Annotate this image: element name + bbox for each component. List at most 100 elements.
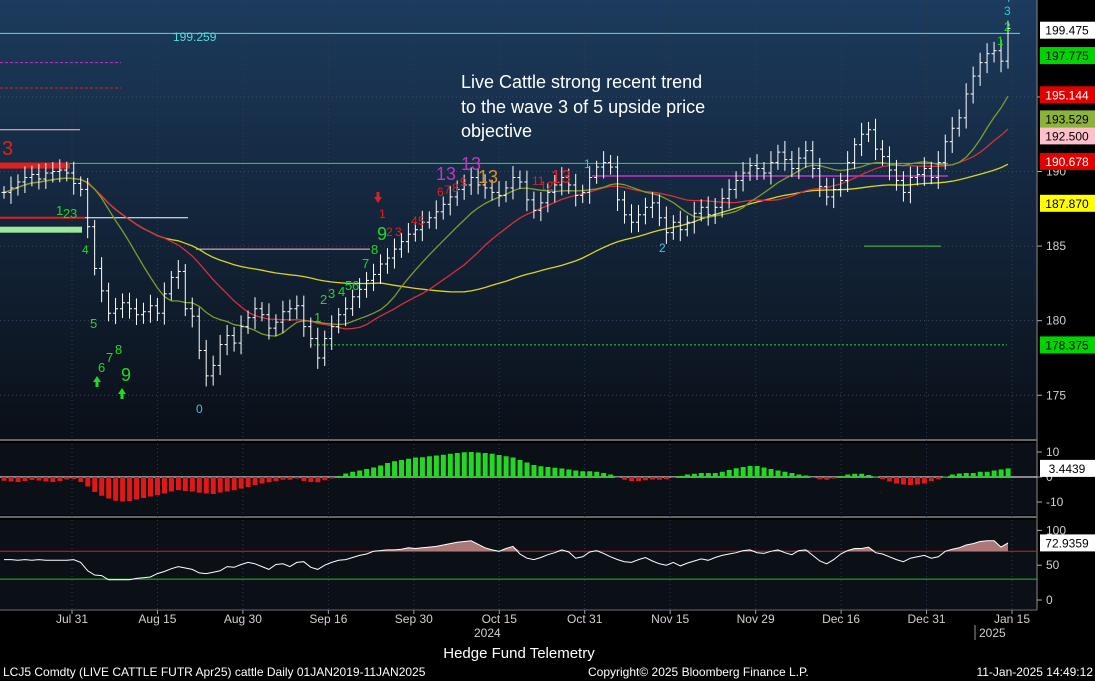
price-tick-label: 180 — [1046, 314, 1066, 328]
oscillator-bar — [538, 466, 544, 477]
price-label: 192.500 — [1045, 129, 1089, 143]
oscillator-bar — [343, 473, 349, 477]
oscillator-bar — [308, 477, 314, 482]
price-tick-label: 175 — [1046, 388, 1066, 402]
td-sequential-label: 5 — [418, 214, 425, 228]
oscillator-bar — [78, 477, 84, 482]
oscillator-bar — [726, 470, 732, 477]
footer-security: LCJ5 Comdty (LIVE CATTLE FUTR Apr25) cat… — [3, 665, 426, 679]
td-sequential-label: 0 — [196, 402, 203, 416]
oscillator-bar — [120, 477, 126, 502]
oscillator-bar — [775, 470, 781, 477]
oscillator-bar — [287, 477, 293, 480]
oscillator-bar — [573, 470, 579, 477]
oscillator-bar — [998, 469, 1004, 477]
oscillator-bar — [468, 452, 474, 477]
oscillator-bar — [315, 477, 321, 483]
time-tick-label: Nov 29 — [737, 612, 775, 626]
oscillator-bar — [29, 477, 35, 480]
oscillator-bar — [866, 475, 872, 477]
time-tick-label: Aug 15 — [138, 612, 176, 626]
oscillator-bar — [419, 457, 425, 477]
time-tick-label: Sep 30 — [395, 612, 433, 626]
oscillator-bar — [154, 477, 160, 495]
oscillator-bar — [64, 477, 70, 480]
oscillator-bar — [141, 477, 147, 498]
oscillator-bar — [949, 474, 955, 477]
oscillator-bar — [859, 473, 865, 477]
oscillator-bar — [231, 477, 237, 491]
price-label: 197.775 — [1045, 49, 1089, 63]
td-sequential-label: 2 — [320, 292, 327, 307]
oscillator-layer — [0, 452, 1037, 502]
oscillator-bar — [880, 477, 886, 480]
time-tick-label: Oct 31 — [567, 612, 603, 626]
oscillator-bar — [712, 473, 718, 477]
oscillator-bar — [629, 477, 635, 481]
td-sequential-label: 8 — [115, 342, 122, 357]
oscillator-bar — [22, 477, 28, 481]
price-label-box — [1040, 47, 1095, 65]
oscillator-bar — [440, 454, 446, 477]
oscillator-bar — [71, 477, 77, 479]
rsi-overbought-fill — [373, 540, 1008, 552]
oscillator-bar — [85, 477, 91, 487]
price-label-box — [1040, 21, 1095, 39]
oscillator-bar — [928, 477, 934, 481]
td-sequential-label: 6 — [437, 185, 444, 199]
footer-timestamp: 11-Jan-2025 14:49:12 — [976, 665, 1093, 679]
td-risk-bar-red — [0, 162, 70, 169]
rsi-value-box — [1040, 534, 1095, 552]
oscillator-bar — [475, 452, 481, 477]
year-label-2024: 2024 — [474, 626, 501, 640]
oscillator-bar — [482, 453, 488, 477]
rsi-panel-background — [0, 520, 1037, 609]
price-label-box — [1040, 127, 1095, 145]
annotation-line-2: to the wave 3 of 5 upside price — [461, 97, 705, 117]
oscillator-bar — [873, 476, 879, 478]
oscillator-bar — [838, 476, 844, 477]
buy-arrow-icon — [118, 388, 126, 399]
td-sequential-label: 1 — [56, 203, 63, 218]
price-label: 187.870 — [1045, 197, 1089, 211]
oscillator-bar — [956, 473, 962, 477]
oscillator-bar — [322, 477, 328, 481]
oscillator-bar — [761, 467, 767, 477]
oscillator-bar — [245, 477, 251, 487]
oscillator-bar — [921, 477, 927, 484]
oscillator-bar — [189, 477, 195, 492]
oscillator-bar — [810, 477, 816, 478]
oscillator-bar — [782, 471, 788, 477]
td-sequential-label: 1 — [314, 310, 321, 325]
oscillator-bar — [378, 465, 384, 477]
td-sequential-label: 2 — [659, 241, 666, 255]
oscillator-bar — [963, 473, 969, 477]
oscillator-bar — [650, 477, 656, 480]
oscillator-bar — [824, 477, 830, 480]
oscillator-bar — [580, 471, 586, 477]
time-tick-label: Aug 30 — [224, 612, 262, 626]
oscillator-bar — [1005, 468, 1011, 477]
td-sequential-label: 8 — [452, 181, 459, 195]
hline-label: 199.259 — [173, 30, 217, 44]
oscillator-bar — [294, 477, 300, 479]
oscillator-bar — [273, 477, 279, 481]
sell-arrow-icon — [374, 192, 382, 203]
oscillator-bar — [935, 477, 941, 480]
footer-copyright: Copyright© 2025 Bloomberg Finance L.P. — [588, 665, 809, 679]
oscillator-bar — [392, 461, 398, 477]
oscillator-bar — [106, 477, 112, 499]
price-tick-label: 185 — [1046, 239, 1066, 253]
oscillator-bar — [8, 477, 14, 482]
oscillator-bar — [852, 473, 858, 477]
oscillator-bar — [914, 477, 920, 485]
oscillator-bar — [182, 477, 188, 491]
oscillator-bar — [259, 477, 265, 484]
price-label: 190.678 — [1045, 155, 1089, 169]
time-tick-label: Oct 15 — [482, 612, 518, 626]
annotation-line-3: objective — [461, 121, 532, 141]
td-sequential-label: 8 — [371, 242, 378, 257]
oscillator-bar — [845, 474, 851, 477]
oscillator-bar — [622, 477, 628, 480]
td-sequential-label: 1 — [584, 157, 591, 171]
